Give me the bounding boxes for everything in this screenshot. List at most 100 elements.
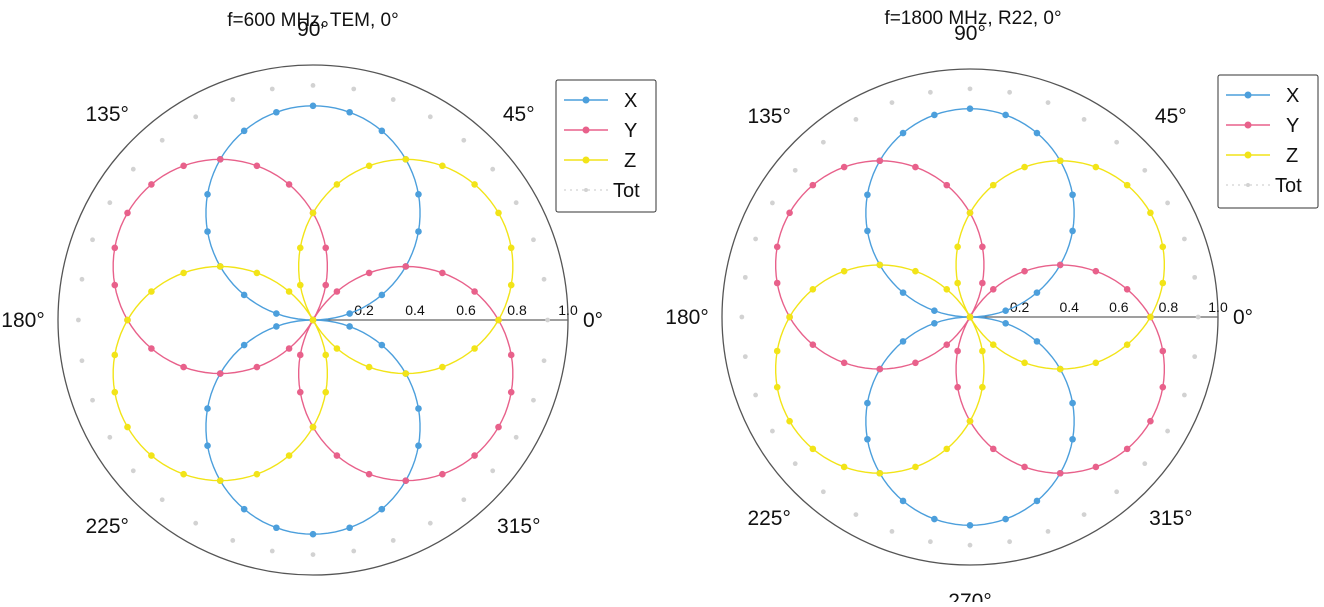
data-point-y	[365, 269, 373, 277]
legend-label-z: Z	[624, 150, 636, 172]
data-point-tot	[1192, 354, 1198, 360]
angle-label: 0°	[1233, 306, 1253, 329]
data-point-tot	[427, 520, 433, 526]
data-point-z	[507, 244, 515, 252]
data-point-z	[1092, 359, 1100, 367]
data-point-z	[285, 288, 293, 295]
data-point-tot	[230, 538, 236, 543]
data-point-z	[943, 445, 951, 453]
data-point-y	[216, 370, 224, 377]
data-point-tot	[1142, 167, 1148, 173]
data-point-x	[931, 319, 938, 327]
data-point-y	[876, 157, 884, 165]
data-point-z	[402, 370, 410, 377]
radial-tick-label: 1.0	[1208, 299, 1228, 315]
data-point-y	[943, 341, 951, 349]
data-point-tot	[742, 274, 748, 280]
data-point-z	[322, 351, 330, 359]
data-point-x	[346, 108, 353, 116]
data-point-y	[124, 209, 131, 217]
data-point-tot	[269, 548, 275, 554]
angle-label: 90°	[954, 22, 986, 45]
data-point-y	[954, 383, 961, 391]
data-point-x	[1002, 515, 1009, 523]
data-point-z	[989, 181, 997, 189]
data-point-tot	[753, 392, 758, 398]
data-point-z	[979, 383, 986, 391]
data-point-tot	[1195, 314, 1201, 320]
data-point-x	[931, 111, 938, 119]
data-point-x	[204, 191, 211, 198]
data-point-z	[773, 383, 781, 391]
data-point-y	[180, 363, 187, 371]
data-point-z	[876, 261, 884, 269]
data-point-z	[296, 281, 304, 289]
legend-label-z: Z	[1286, 145, 1298, 167]
data-point-tot	[753, 236, 758, 242]
data-point-y	[439, 470, 446, 478]
data-point-tot	[1081, 512, 1087, 517]
data-point-z	[309, 209, 317, 217]
data-point-y	[253, 162, 261, 170]
data-point-z	[402, 156, 410, 163]
legend-marker-y	[582, 126, 590, 134]
data-point-x	[899, 129, 907, 137]
data-point-y	[876, 365, 884, 373]
data-point-z	[439, 162, 446, 170]
data-point-y	[439, 269, 446, 277]
data-point-tot	[1045, 529, 1051, 534]
angle-label: 135°	[747, 105, 790, 128]
data-point-y	[979, 279, 986, 287]
legend: XYZ Tot	[555, 79, 657, 213]
angle-label: 180°	[665, 306, 708, 329]
data-point-y	[365, 470, 373, 478]
data-point-z	[1021, 359, 1028, 367]
data-point-x	[415, 191, 422, 198]
data-point-z	[253, 470, 261, 478]
data-point-tot	[107, 434, 113, 440]
data-point-y	[148, 181, 155, 188]
data-point-z	[471, 345, 478, 352]
legend-box	[555, 79, 657, 213]
data-point-z	[285, 452, 293, 459]
radial-tick-label: 0.6	[456, 302, 476, 318]
data-point-x	[1069, 435, 1076, 443]
data-point-tot	[792, 167, 798, 173]
angle-label: 90°	[297, 18, 329, 41]
data-point-tot	[1165, 428, 1170, 434]
angle-label: 225°	[86, 515, 129, 538]
data-point-y	[333, 288, 341, 295]
data-point-z	[966, 313, 974, 321]
data-point-tot	[79, 358, 85, 364]
data-point-x	[240, 341, 248, 349]
data-point-y	[979, 243, 986, 251]
data-point-tot	[193, 114, 199, 120]
data-point-x	[1069, 191, 1076, 199]
radial-tick-label: 0.2	[1010, 299, 1030, 315]
radial-tick-label: 0.4	[1059, 299, 1079, 315]
data-point-tot	[130, 166, 136, 172]
chart-title: f=600 MHz, TEM, 0°	[227, 10, 398, 31]
data-point-y	[1092, 267, 1100, 275]
data-point-y	[912, 163, 919, 171]
data-point-z	[979, 347, 986, 355]
data-point-tot	[927, 89, 933, 95]
data-point-z	[809, 445, 817, 453]
data-point-z	[1147, 313, 1154, 321]
data-point-z	[809, 285, 817, 293]
data-point-y	[333, 452, 341, 459]
data-point-tot	[820, 139, 826, 145]
legend-marker-z	[582, 156, 590, 164]
data-point-y	[507, 351, 515, 359]
data-point-x	[966, 522, 974, 529]
data-point-y	[471, 452, 478, 459]
radial-tick-label: 0.2	[354, 302, 374, 318]
data-point-tot	[1192, 274, 1198, 280]
data-point-tot	[390, 538, 396, 543]
data-point-tot	[159, 497, 165, 503]
legend-label-y: Y	[1286, 115, 1299, 137]
data-point-z	[786, 417, 793, 425]
data-point-y	[773, 243, 781, 251]
data-point-y	[840, 359, 848, 367]
